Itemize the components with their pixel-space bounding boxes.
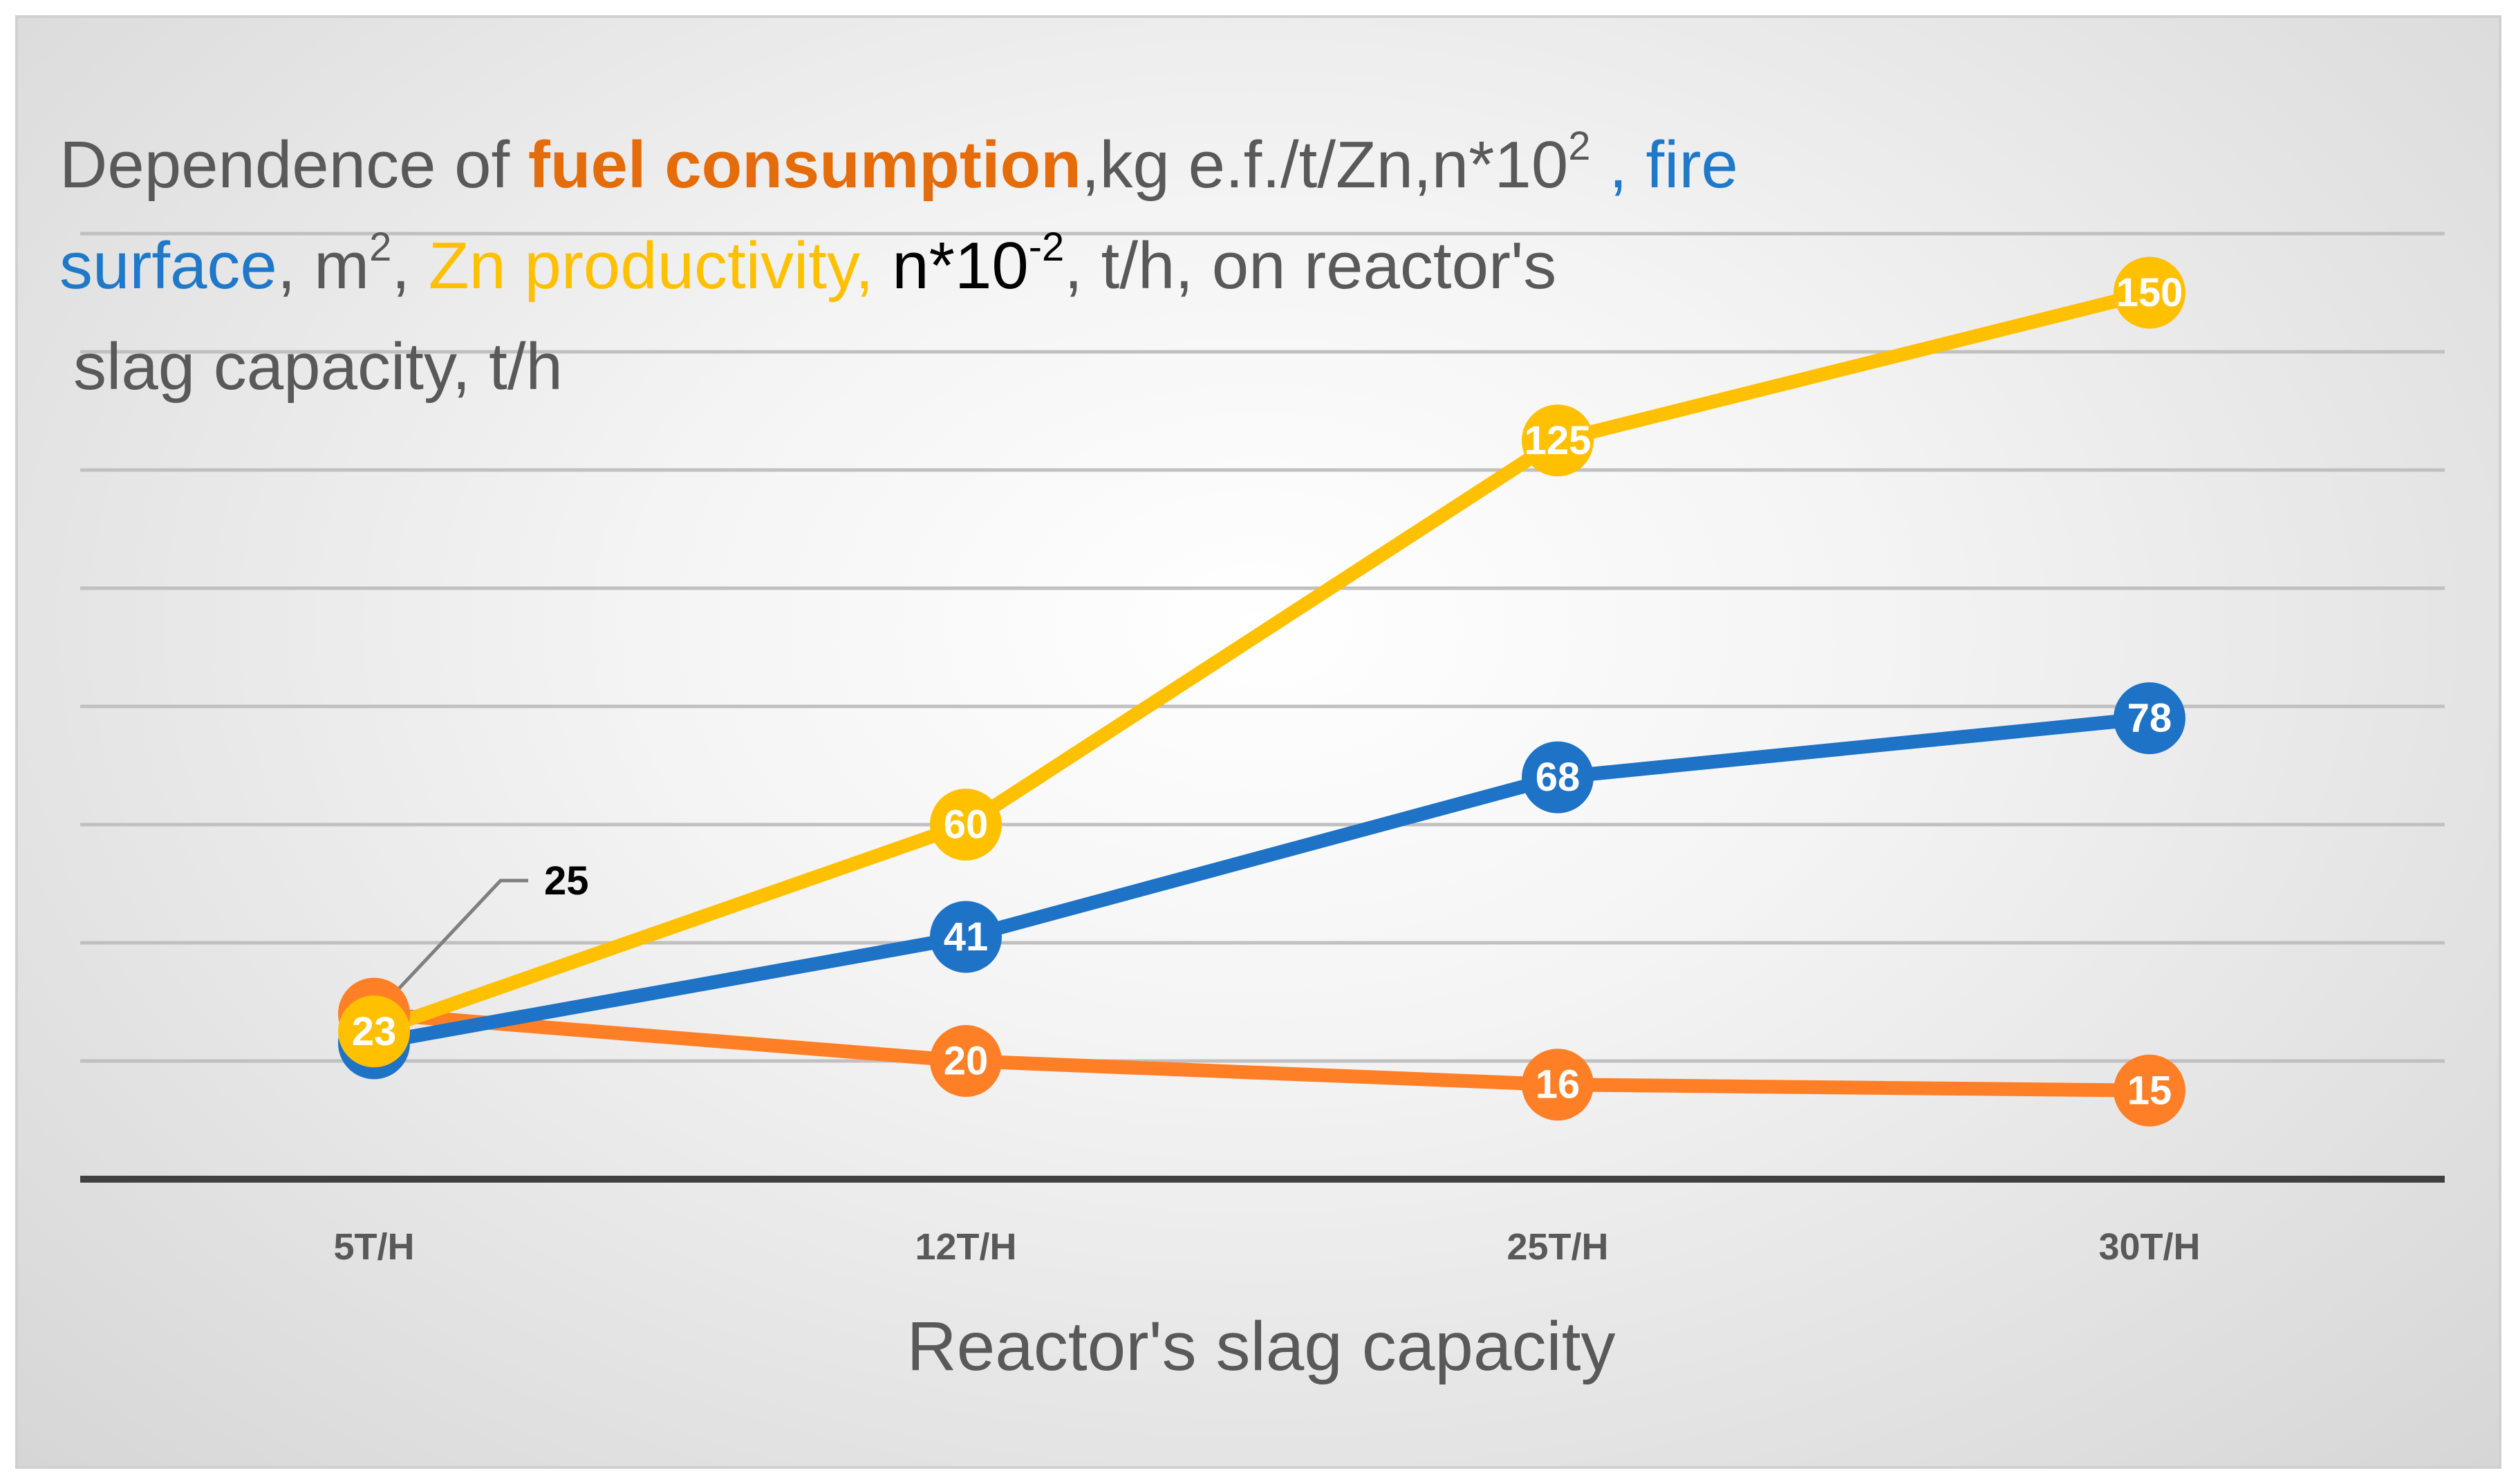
data-marker (2114, 682, 2185, 755)
series-line-1 (367, 711, 2156, 1051)
title-sup-1: 2 (1568, 124, 1591, 169)
title-text-6: , m (277, 229, 370, 303)
data-marker (1522, 741, 1594, 814)
data-label: 16 (1536, 1062, 1580, 1107)
title-sup-3: -2 (1028, 225, 1065, 270)
data-point: 125 (1522, 404, 1594, 477)
callout-label: 25 (544, 858, 589, 903)
data-label: 15 (2127, 1068, 2172, 1113)
data-point: 60 (930, 789, 1002, 861)
data-point: 16 (1522, 1049, 1594, 1121)
series-lines (367, 285, 2156, 1098)
x-tick-label: 5T/H (333, 1226, 414, 1268)
data-marker (2114, 256, 2185, 329)
gridlines (80, 232, 2445, 1063)
title-fuel-consumption: fuel consumption (528, 128, 1081, 202)
chart-plot: 5T/H 12T/H 25T/H 30T/H Reactor's slag capac… (80, 232, 2445, 1385)
data-point: 68 (1522, 741, 1594, 814)
chart-frame: 5T/H 12T/H 25T/H 30T/H Reactor's slag capac… (15, 15, 2501, 1469)
title-zn-productivity: Zn productivity, (428, 229, 874, 303)
title-line-3: slag capacity, t/h (59, 317, 1995, 417)
title-text-7: , (391, 229, 429, 303)
data-point: 20 (930, 1025, 1002, 1097)
data-label: 20 (944, 1039, 989, 1084)
data-marker (930, 901, 1002, 973)
data-point: 23 (338, 995, 410, 1068)
x-tick-label: 12T/H (915, 1226, 1016, 1268)
title-line-2: surface, m2, Zn productivity, n*10-2, t/… (59, 216, 1995, 317)
data-label: 78 (2127, 696, 2172, 741)
series-markers: 28201615234168782360125150 (338, 256, 2185, 1127)
data-point: 41 (930, 901, 1002, 973)
title-text-1: Dependence of (59, 128, 528, 202)
title-text-3: ,kg e.f./t/Zn,n*10 (1081, 128, 1569, 202)
x-axis-title: Reactor's slag capacity (906, 1308, 1615, 1385)
data-label: 23 (352, 1009, 397, 1054)
title-n-factor: n*10 (873, 229, 1029, 303)
data-marker (930, 789, 1002, 861)
data-marker (2114, 1054, 2185, 1127)
series-line-2 (367, 285, 2156, 1039)
x-tick-label: 30T/H (2098, 1226, 2200, 1268)
data-label: 60 (944, 802, 989, 847)
data-marker (1522, 404, 1594, 477)
title-surface: surface (59, 229, 277, 303)
data-point: 150 (2114, 256, 2185, 329)
data-label: 68 (1536, 755, 1580, 800)
data-marker (338, 995, 410, 1068)
x-tick-label: 25T/H (1507, 1226, 1608, 1268)
data-point: 15 (2114, 1054, 2185, 1127)
title-line-1: Dependence of fuel consumption,kg e.f./t… (59, 115, 1995, 216)
title-text-10: , t/h, on reactor's (1064, 229, 1557, 303)
x-tick-labels: 5T/H 12T/H 25T/H 30T/H (333, 1226, 2200, 1268)
data-label: 41 (944, 914, 989, 959)
chart-title: Dependence of fuel consumption,kg e.f./t… (59, 115, 1995, 417)
data-label: 125 (1524, 418, 1592, 463)
title-sup-2: 2 (369, 225, 392, 270)
data-marker (1522, 1049, 1594, 1121)
title-fire: , fire (1590, 128, 1738, 202)
data-point: 78 (2114, 682, 2185, 755)
data-label: 150 (2116, 270, 2183, 315)
title-text-11: slag capacity, t/h (73, 330, 563, 404)
series-line-0 (367, 1006, 2156, 1098)
data-marker (930, 1025, 1002, 1097)
